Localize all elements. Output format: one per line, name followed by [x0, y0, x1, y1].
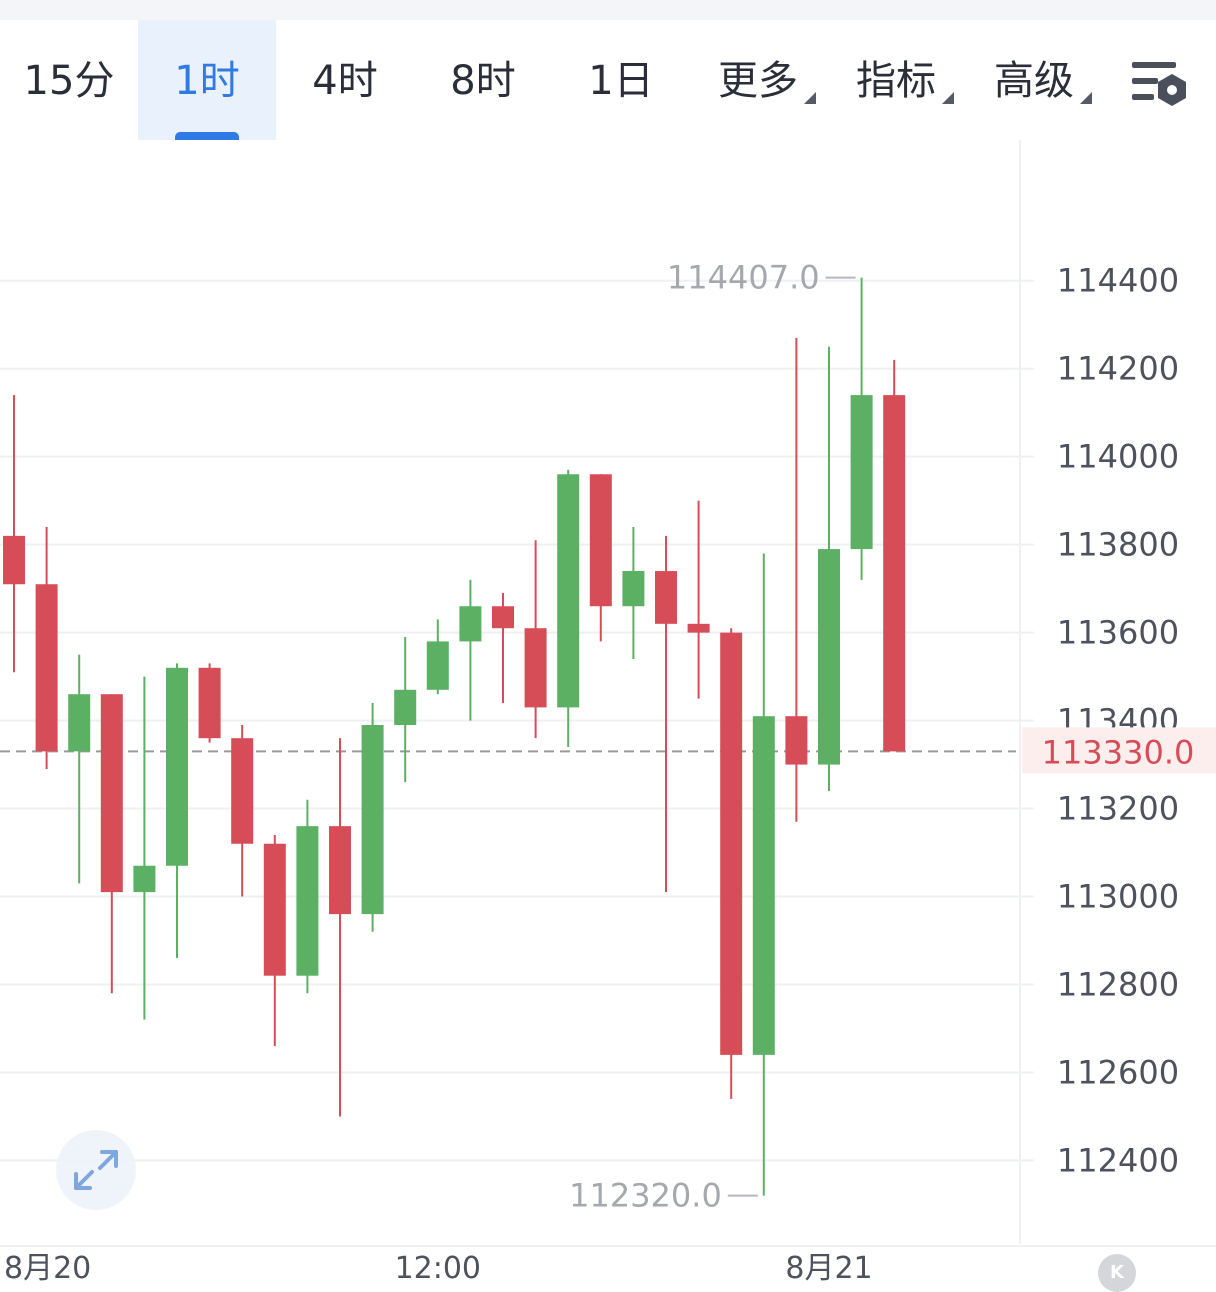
time-tick-label: 8月20: [4, 1251, 91, 1286]
price-tick-label: 113200: [1057, 790, 1179, 828]
candle-body-down: [492, 606, 514, 629]
price-tick-label: 113000: [1057, 878, 1179, 916]
current-price-tag: [1022, 727, 1216, 774]
candle-body-down: [785, 716, 808, 765]
expand-icon[interactable]: [56, 1130, 136, 1210]
price-tick-label: 113600: [1057, 614, 1179, 652]
high-annotation-label: 114407.0: [667, 259, 820, 297]
candle-body-up: [426, 641, 449, 690]
candle-body-down: [231, 738, 254, 844]
k-logo-badge: K: [1098, 1254, 1136, 1292]
price-tick-label: 112400: [1057, 1141, 1179, 1179]
tab-1h[interactable]: 1时: [138, 20, 276, 140]
price-tick-label: 114200: [1057, 350, 1179, 388]
candle-body-up: [818, 549, 840, 765]
candle-body-down: [687, 623, 710, 633]
current-price-label: 113330.0: [1042, 733, 1195, 771]
indicators-dropdown[interactable]: 指标: [856, 20, 954, 140]
extreme-annotations: 114407.0 112320.0: [569, 259, 856, 1215]
dropdown-corner-icon: [942, 92, 954, 104]
candle-body-down: [524, 628, 547, 708]
dropdown-label: 指标: [856, 58, 936, 104]
dropdown-corner-icon: [1080, 92, 1092, 104]
candle-body-down: [329, 826, 351, 915]
candle-body-up: [557, 474, 580, 708]
time-axis: 8月20 12:00 8月21: [4, 1251, 873, 1286]
candle-body-down: [3, 535, 25, 585]
price-tick-label: 114400: [1057, 262, 1179, 300]
time-tick-label: 8月21: [785, 1251, 872, 1286]
price-tick-label: 112800: [1057, 965, 1179, 1003]
price-tick-label: 114000: [1057, 438, 1179, 476]
low-annotation-label: 112320.0: [569, 1177, 722, 1215]
candle-body-up: [166, 667, 188, 866]
tab-label: 1日: [588, 58, 654, 104]
candle-body-up: [133, 865, 156, 893]
dropdown-corner-icon: [804, 92, 816, 104]
tab-label: 4时: [312, 58, 378, 104]
candle-body-up: [459, 606, 482, 642]
tab-label: 15分: [23, 58, 115, 104]
price-tick-label: 112600: [1057, 1053, 1179, 1091]
chart-settings-icon[interactable]: [1128, 56, 1192, 120]
more-dropdown[interactable]: 更多: [718, 20, 816, 140]
candle-body-down: [100, 694, 123, 893]
candle-body-up: [394, 689, 417, 725]
tab-8h[interactable]: 8时: [414, 20, 552, 140]
candle-body-up: [361, 724, 384, 915]
tab-1d[interactable]: 1日: [552, 20, 690, 140]
candle-body-down: [655, 571, 677, 624]
timeframe-tab-bar: 15分 1时 4时 8时 1日 更多 指标 高级: [0, 20, 1216, 140]
candles: [3, 277, 906, 1196]
candle-body-up: [850, 395, 873, 550]
status-strip: [0, 0, 1216, 20]
dropdown-label: 高级: [994, 58, 1074, 104]
candle-body-down: [198, 667, 221, 739]
tab-label: 8时: [450, 58, 516, 104]
candle-body-down: [263, 843, 286, 976]
candle-body-down: [883, 395, 906, 752]
candle-body-up: [68, 694, 91, 752]
candle-body-up: [296, 826, 319, 976]
dropdown-label: 更多: [718, 58, 798, 104]
candle-body-up: [622, 571, 645, 607]
candle-body-down: [720, 632, 743, 1055]
time-tick-label: 12:00: [395, 1251, 481, 1286]
candlestick-chart: 1144001142001140001138001136001134001132…: [0, 140, 1216, 1286]
tab-4h[interactable]: 4时: [276, 20, 414, 140]
candle-body-down: [589, 474, 612, 607]
active-tab-indicator: [175, 132, 239, 140]
grid: [0, 279, 1034, 1162]
candle-body-down: [35, 584, 58, 752]
price-tick-label: 113800: [1057, 526, 1179, 564]
candle-body-up: [752, 716, 775, 1055]
advanced-dropdown[interactable]: 高级: [994, 20, 1092, 140]
tab-label: 1时: [174, 58, 240, 104]
price-axis: 1144001142001140001138001136001134001132…: [1057, 262, 1179, 1180]
tab-15m[interactable]: 15分: [0, 20, 138, 140]
